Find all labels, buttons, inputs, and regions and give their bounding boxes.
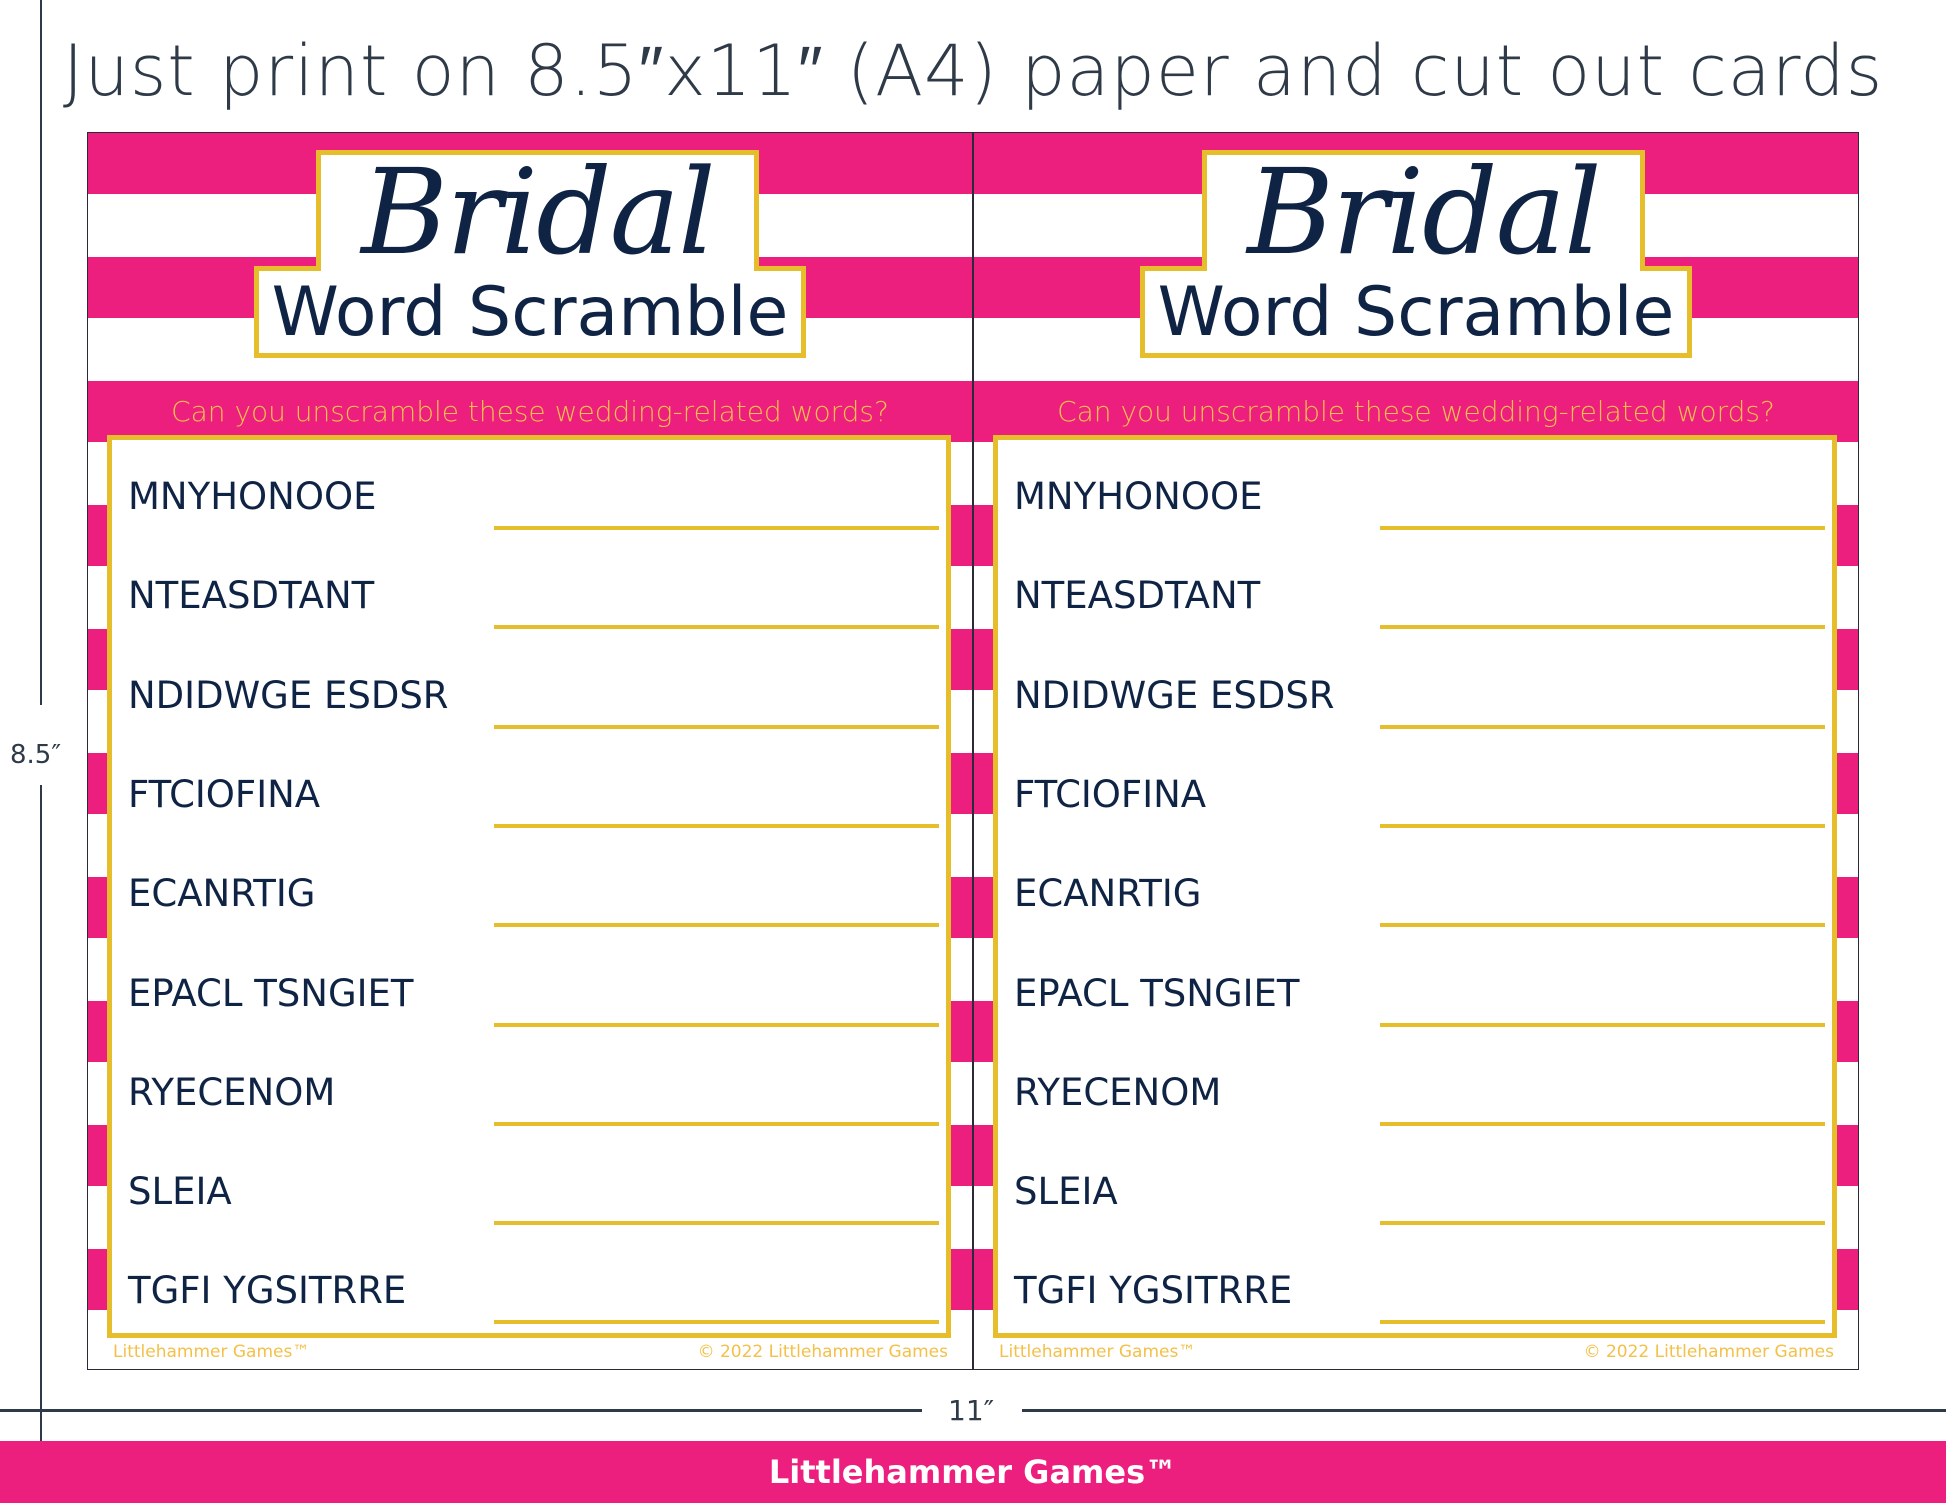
answer-line	[1380, 1320, 1825, 1325]
word-row: EPACL TSNGIET	[112, 972, 946, 1032]
word-row: NDIDWGE ESDSR	[112, 674, 946, 734]
width-label: 11″	[948, 1394, 995, 1427]
word-row: MNYHONOOE	[998, 475, 1832, 535]
height-dimension-line	[40, 0, 42, 705]
answer-line	[494, 526, 939, 530]
answer-line	[1380, 625, 1825, 630]
pink-band	[974, 389, 1858, 439]
word-row: RYECENOM	[112, 1071, 946, 1131]
scrambled-word: FTCIOFINA	[128, 772, 321, 816]
answer-line	[494, 1221, 939, 1226]
game-card: Bridal Word Scramble Can you unscramble …	[973, 132, 1859, 1370]
word-row: ECANRTIG	[112, 872, 946, 932]
word-row: NTEASDTANT	[998, 574, 1832, 634]
answer-line	[1380, 724, 1825, 729]
word-row: RYECENOM	[998, 1071, 1832, 1131]
footer-brand: Littlehammer Games™	[999, 1342, 1196, 1362]
word-row: TGFI YGSITRRE	[998, 1269, 1832, 1329]
scrambled-word: EPACL TSNGIET	[128, 971, 414, 1015]
card-subtitle: Can you unscramble these wedding-related…	[171, 395, 889, 428]
width-dimension-line	[0, 1409, 922, 1412]
scrambled-word: NTEASDTANT	[128, 574, 375, 618]
word-row: FTCIOFINA	[112, 773, 946, 833]
scrambled-word: TGFI YGSITRRE	[128, 1269, 407, 1313]
answer-line	[1380, 1221, 1825, 1226]
word-row: MNYHONOOE	[112, 475, 946, 535]
scrambled-word: NDIDWGE ESDSR	[1014, 673, 1335, 717]
header-box	[1140, 266, 1692, 358]
header-box	[254, 266, 806, 358]
answer-line	[1380, 526, 1825, 530]
headline: Just print on 8.5″x11″ (A4) paper and cu…	[62, 30, 1884, 112]
scrambled-word: RYECENOM	[1014, 1070, 1222, 1114]
scrambled-word: ECANRTIG	[1014, 872, 1202, 916]
width-dimension-line	[1022, 1409, 1946, 1412]
header-box	[1202, 150, 1645, 280]
card-title: Word Scramble	[1157, 273, 1675, 352]
footer-brand: Littlehammer Games™	[113, 1342, 310, 1362]
answer-line	[494, 724, 939, 729]
answer-line	[494, 923, 939, 928]
answer-line	[1380, 923, 1825, 928]
height-label: 8.5″	[10, 740, 62, 770]
word-row: SLEIA	[998, 1170, 1832, 1230]
card-subtitle: Can you unscramble these wedding-related…	[1057, 395, 1775, 428]
answer-line	[494, 1121, 939, 1126]
word-list-box: MNYHONOOE NTEASDTANT NDIDWGE ESDSR FTCIOFIN…	[993, 435, 1837, 1338]
word-row: NDIDWGE ESDSR	[998, 674, 1832, 734]
answer-line	[1380, 823, 1825, 828]
answer-line	[1380, 1121, 1825, 1126]
scrambled-word: SLEIA	[128, 1170, 232, 1214]
word-list-box: MNYHONOOE NTEASDTANT NDIDWGE ESDSR FTCIOFIN…	[107, 435, 951, 1338]
answer-line	[1380, 1022, 1825, 1027]
word-row: NTEASDTANT	[112, 574, 946, 634]
header-box	[316, 150, 759, 280]
scrambled-word: TGFI YGSITRRE	[1014, 1269, 1293, 1313]
scrambled-word: MNYHONOOE	[128, 475, 377, 518]
answer-line	[494, 625, 939, 630]
scrambled-word: MNYHONOOE	[1014, 475, 1263, 518]
title-script: Bridal	[1247, 143, 1602, 281]
footer-copyright: © 2022 Littlehammer Games	[697, 1342, 948, 1362]
brand-banner: Littlehammer Games™	[0, 1441, 1946, 1503]
word-row: SLEIA	[112, 1170, 946, 1230]
word-row: EPACL TSNGIET	[998, 972, 1832, 1032]
word-row: TGFI YGSITRRE	[112, 1269, 946, 1329]
answer-line	[494, 1320, 939, 1325]
scrambled-word: EPACL TSNGIET	[1014, 971, 1300, 1015]
game-card: Bridal Word Scramble Can you unscramble …	[87, 132, 973, 1370]
card-title: Word Scramble	[271, 273, 789, 352]
title-script: Bridal	[361, 143, 716, 281]
pink-band	[88, 389, 972, 439]
height-dimension-line	[40, 785, 42, 1503]
scrambled-word: FTCIOFINA	[1014, 772, 1207, 816]
scrambled-word: ECANRTIG	[128, 872, 316, 916]
scrambled-word: RYECENOM	[128, 1070, 336, 1114]
scrambled-word: NDIDWGE ESDSR	[128, 673, 449, 717]
scrambled-word: SLEIA	[1014, 1170, 1118, 1214]
footer-copyright: © 2022 Littlehammer Games	[1583, 1342, 1834, 1362]
scrambled-word: NTEASDTANT	[1014, 574, 1261, 618]
word-row: ECANRTIG	[998, 872, 1832, 932]
answer-line	[494, 1022, 939, 1027]
word-row: FTCIOFINA	[998, 773, 1832, 833]
answer-line	[494, 823, 939, 828]
